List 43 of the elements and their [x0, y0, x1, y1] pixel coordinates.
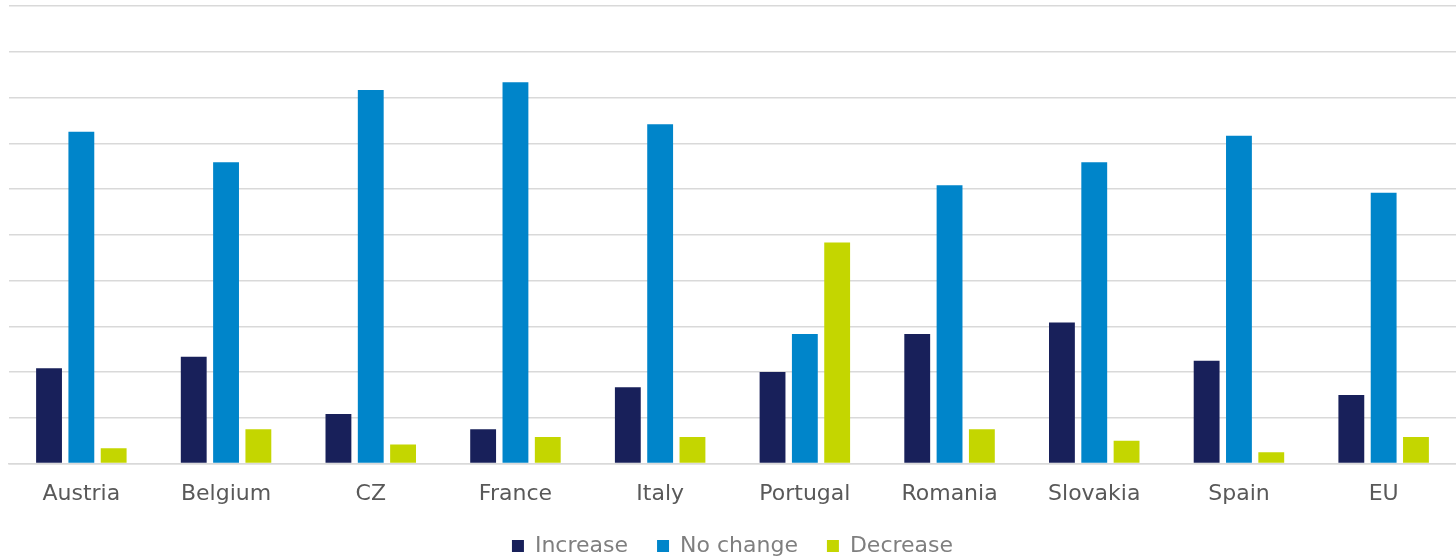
- bar: [100, 448, 127, 463]
- bar: [759, 372, 786, 463]
- bar: [213, 162, 239, 463]
- legend-label: Increase: [534, 531, 629, 557]
- bar: [968, 429, 995, 463]
- bar: [679, 436, 706, 463]
- bar: [390, 444, 416, 463]
- bar: [614, 387, 641, 463]
- bar: [357, 89, 384, 463]
- bar: [180, 356, 207, 463]
- bar: [824, 242, 851, 463]
- bar: [502, 82, 529, 463]
- bar: [904, 333, 931, 463]
- bar: [1113, 440, 1140, 463]
- bar: [1193, 360, 1220, 463]
- bar: [791, 333, 818, 463]
- bar: [647, 124, 674, 463]
- x-tick-label: Slovakia: [1048, 479, 1141, 505]
- x-tick-label: CZ: [355, 479, 386, 505]
- legend-label: No change: [680, 531, 798, 557]
- bar: [534, 436, 561, 463]
- bar: [1049, 322, 1075, 463]
- x-tick-label: Romania: [901, 479, 998, 505]
- x-tick-label: EU: [1368, 479, 1399, 505]
- legend-label: Decrease: [849, 531, 954, 557]
- bar: [936, 185, 963, 463]
- bar: [36, 368, 62, 463]
- bar: [1370, 192, 1397, 463]
- bar: [1403, 436, 1429, 463]
- bar: [68, 131, 95, 463]
- x-tick-label: Spain: [1208, 479, 1270, 505]
- x-tick-label: Italy: [636, 479, 685, 505]
- bar: [1258, 452, 1285, 463]
- x-tick-label: Austria: [42, 479, 121, 505]
- x-tick-label: France: [478, 479, 553, 505]
- bar: [1226, 135, 1252, 463]
- bar: [1081, 162, 1108, 463]
- bar: [470, 429, 497, 463]
- bar: [245, 429, 272, 463]
- x-tick-label: Portugal: [759, 479, 851, 505]
- bar: [1338, 394, 1365, 463]
- x-tick-label: Belgium: [180, 479, 272, 505]
- bar: [325, 414, 352, 463]
